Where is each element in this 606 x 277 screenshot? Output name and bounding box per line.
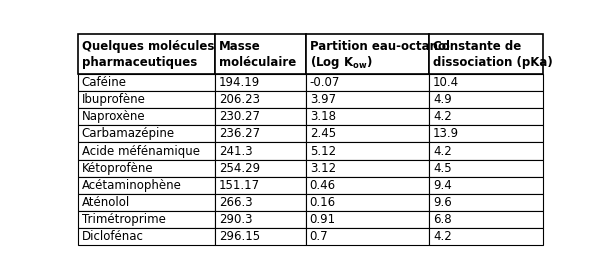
Text: Masse: Masse (219, 40, 261, 53)
Text: Kétoprofène: Kétoprofène (82, 162, 153, 175)
Text: 0.7: 0.7 (310, 230, 328, 243)
Bar (215, 177, 306, 194)
Bar (429, 34, 543, 74)
Bar (215, 91, 306, 108)
Bar (215, 108, 306, 125)
Text: 3.12: 3.12 (310, 162, 336, 175)
Bar (429, 74, 543, 91)
Bar (306, 125, 429, 142)
Text: 3.97: 3.97 (310, 93, 336, 106)
Text: Caféine: Caféine (82, 76, 127, 89)
Bar (429, 194, 543, 211)
Text: 236.27: 236.27 (219, 127, 260, 140)
Text: 13.9: 13.9 (433, 127, 459, 140)
Bar (429, 177, 543, 194)
Bar (78, 228, 215, 245)
Bar (78, 142, 215, 160)
Text: 0.46: 0.46 (310, 179, 336, 192)
Text: 4.2: 4.2 (433, 145, 451, 158)
Bar (306, 34, 429, 74)
Bar (78, 160, 215, 177)
Bar (306, 160, 429, 177)
Text: 241.3: 241.3 (219, 145, 253, 158)
Text: moléculaire: moléculaire (219, 56, 296, 69)
Text: 254.29: 254.29 (219, 162, 260, 175)
Text: 3.18: 3.18 (310, 110, 336, 123)
Text: 290.3: 290.3 (219, 213, 253, 226)
Bar (78, 125, 215, 142)
Text: 151.17: 151.17 (219, 179, 260, 192)
Bar (429, 125, 543, 142)
Bar (78, 194, 215, 211)
Text: 194.19: 194.19 (219, 76, 260, 89)
Bar (215, 142, 306, 160)
Text: Aténolol: Aténolol (82, 196, 130, 209)
Text: 0.91: 0.91 (310, 213, 336, 226)
Text: pharmaceutiques: pharmaceutiques (82, 56, 197, 69)
Text: Trimétroprime: Trimétroprime (82, 213, 165, 226)
Bar (429, 91, 543, 108)
Text: 9.4: 9.4 (433, 179, 451, 192)
Text: Ibuprofène: Ibuprofène (82, 93, 145, 106)
Text: 4.9: 4.9 (433, 93, 451, 106)
Text: 4.2: 4.2 (433, 230, 451, 243)
Text: 4.5: 4.5 (433, 162, 451, 175)
Text: Partition eau-octanol: Partition eau-octanol (310, 40, 450, 53)
Bar (306, 142, 429, 160)
Bar (429, 142, 543, 160)
Text: 9.6: 9.6 (433, 196, 451, 209)
Text: dissociation (pKa): dissociation (pKa) (433, 56, 553, 69)
Text: (Log K$_{\mathregular{ow}}$): (Log K$_{\mathregular{ow}}$) (310, 54, 372, 71)
Bar (306, 177, 429, 194)
Text: 5.12: 5.12 (310, 145, 336, 158)
Bar (215, 228, 306, 245)
Text: 10.4: 10.4 (433, 76, 459, 89)
Text: 2.45: 2.45 (310, 127, 336, 140)
Bar (78, 211, 215, 228)
Text: 266.3: 266.3 (219, 196, 253, 209)
Bar (215, 160, 306, 177)
Bar (306, 194, 429, 211)
Bar (78, 177, 215, 194)
Bar (215, 194, 306, 211)
Text: Quelques molécules: Quelques molécules (82, 40, 215, 53)
Bar (306, 91, 429, 108)
Text: 4.2: 4.2 (433, 110, 451, 123)
Bar (306, 211, 429, 228)
Bar (429, 228, 543, 245)
Bar (78, 74, 215, 91)
Bar (78, 34, 215, 74)
Text: Carbamazépine: Carbamazépine (82, 127, 175, 140)
Text: 0.16: 0.16 (310, 196, 336, 209)
Text: 6.8: 6.8 (433, 213, 451, 226)
Bar (429, 108, 543, 125)
Bar (78, 108, 215, 125)
Text: Constante de: Constante de (433, 40, 521, 53)
Text: Diclofénac: Diclofénac (82, 230, 144, 243)
Bar (215, 34, 306, 74)
Bar (215, 125, 306, 142)
Bar (429, 211, 543, 228)
Text: 296.15: 296.15 (219, 230, 260, 243)
Text: Naproxène: Naproxène (82, 110, 145, 123)
Text: Acide méfénamique: Acide méfénamique (82, 145, 200, 158)
Bar (215, 211, 306, 228)
Bar (306, 74, 429, 91)
Bar (306, 228, 429, 245)
Text: 230.27: 230.27 (219, 110, 260, 123)
Bar (429, 160, 543, 177)
Text: -0.07: -0.07 (310, 76, 340, 89)
Text: 206.23: 206.23 (219, 93, 260, 106)
Bar (215, 74, 306, 91)
Bar (306, 108, 429, 125)
Bar (78, 91, 215, 108)
Text: Acétaminophène: Acétaminophène (82, 179, 182, 192)
